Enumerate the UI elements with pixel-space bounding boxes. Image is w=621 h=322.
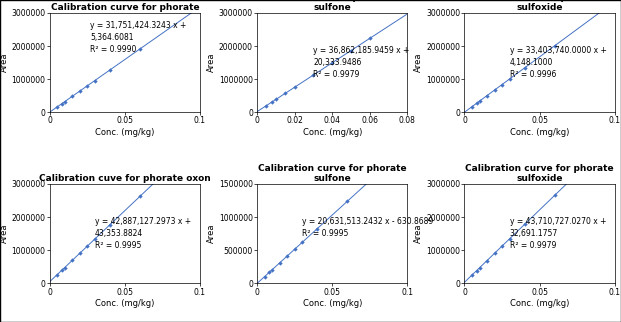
Point <box>60 265 70 270</box>
Point <box>274 260 284 265</box>
Point <box>497 243 507 249</box>
Point <box>312 226 322 231</box>
Point <box>482 93 492 98</box>
Text: y = 33,403,740.0000 x +
4,148.1000
R² = 0.9996: y = 33,403,740.0000 x + 4,148.1000 R² = … <box>510 46 607 79</box>
Text: y = 36,862,185.9459 x +
20,333.9486
R² = 0.9979: y = 36,862,185.9459 x + 20,333.9486 R² =… <box>314 46 410 79</box>
Point <box>282 253 292 259</box>
Title: Calibration curve for phorate: Calibration curve for phorate <box>50 3 199 12</box>
Text: y = 31,751,424.3243 x +
5,364.6081
R² = 0.9990: y = 31,751,424.3243 x + 5,364.6081 R² = … <box>90 21 187 54</box>
Point <box>365 36 375 41</box>
Y-axis label: Area: Area <box>0 53 9 72</box>
Point <box>105 68 115 73</box>
X-axis label: Conc. (mg/kg): Conc. (mg/kg) <box>95 299 155 308</box>
Y-axis label: Area: Area <box>207 53 216 72</box>
Point <box>260 274 270 279</box>
Point <box>289 85 299 90</box>
Point <box>289 247 299 252</box>
Title: Calibration curve for phorate oxon
sulfone: Calibration curve for phorate oxon sulfo… <box>244 0 420 12</box>
Point <box>309 72 319 78</box>
Point <box>90 236 100 242</box>
X-axis label: Conc. (mg/kg): Conc. (mg/kg) <box>95 128 155 137</box>
Point <box>520 65 530 71</box>
Title: Calibration curve for phorate oxon
sulfoxide: Calibration curve for phorate oxon sulfo… <box>451 0 621 12</box>
Title: Calibration curve for phorate
sulfone: Calibration curve for phorate sulfone <box>258 164 407 183</box>
Point <box>280 91 290 96</box>
Point <box>505 76 515 81</box>
Text: y = 20,631,513.2432 x - 630.8689
R² = 0.9995: y = 20,631,513.2432 x - 630.8689 R² = 0.… <box>302 217 433 238</box>
Point <box>52 272 62 277</box>
Point <box>83 83 93 89</box>
Point <box>271 97 281 102</box>
Point <box>550 43 560 48</box>
Point <box>261 103 271 108</box>
Point <box>346 48 356 53</box>
Point <box>471 268 481 273</box>
X-axis label: Conc. (mg/kg): Conc. (mg/kg) <box>510 299 569 308</box>
Point <box>297 240 307 245</box>
Point <box>135 194 145 199</box>
Y-axis label: Area: Area <box>414 224 424 243</box>
Point <box>505 236 515 242</box>
Point <box>474 265 484 270</box>
Point <box>550 193 560 198</box>
Point <box>474 99 484 104</box>
Point <box>57 268 66 273</box>
Y-axis label: Area: Area <box>0 224 9 243</box>
Point <box>489 251 499 256</box>
Point <box>267 267 277 272</box>
X-axis label: Conc. (mg/kg): Conc. (mg/kg) <box>510 128 569 137</box>
Point <box>90 78 100 83</box>
Y-axis label: Area: Area <box>414 53 424 72</box>
Title: Calibration cuve for phorate oxon: Calibration cuve for phorate oxon <box>39 174 211 183</box>
Point <box>135 46 145 52</box>
Point <box>267 99 277 104</box>
Point <box>67 94 77 99</box>
Point <box>482 258 492 263</box>
Point <box>327 60 337 65</box>
Point <box>467 272 477 278</box>
Point <box>105 222 115 227</box>
Text: y = 43,710,727.0270 x +
32,691.1757
R² = 0.9979: y = 43,710,727.0270 x + 32,691.1757 R² =… <box>510 217 606 250</box>
Point <box>342 199 352 204</box>
Point <box>57 101 66 106</box>
Point <box>75 251 84 256</box>
Point <box>75 89 84 94</box>
X-axis label: Conc. (mg/kg): Conc. (mg/kg) <box>302 299 362 308</box>
X-axis label: Conc. (mg/kg): Conc. (mg/kg) <box>302 128 362 137</box>
Point <box>264 270 274 275</box>
Point <box>467 104 477 109</box>
Point <box>489 88 499 93</box>
Point <box>471 101 481 106</box>
Point <box>52 104 62 109</box>
Point <box>67 258 77 263</box>
Point <box>83 244 93 249</box>
Text: y = 42,887,127.2973 x +
43,353.8824
R² = 0.9995: y = 42,887,127.2973 x + 43,353.8824 R² =… <box>95 217 191 250</box>
Y-axis label: Area: Area <box>207 224 216 243</box>
Title: Calibration curve for phorate
sulfoxide: Calibration curve for phorate sulfoxide <box>465 164 614 183</box>
Point <box>497 82 507 87</box>
Point <box>60 99 70 104</box>
Point <box>520 222 530 227</box>
